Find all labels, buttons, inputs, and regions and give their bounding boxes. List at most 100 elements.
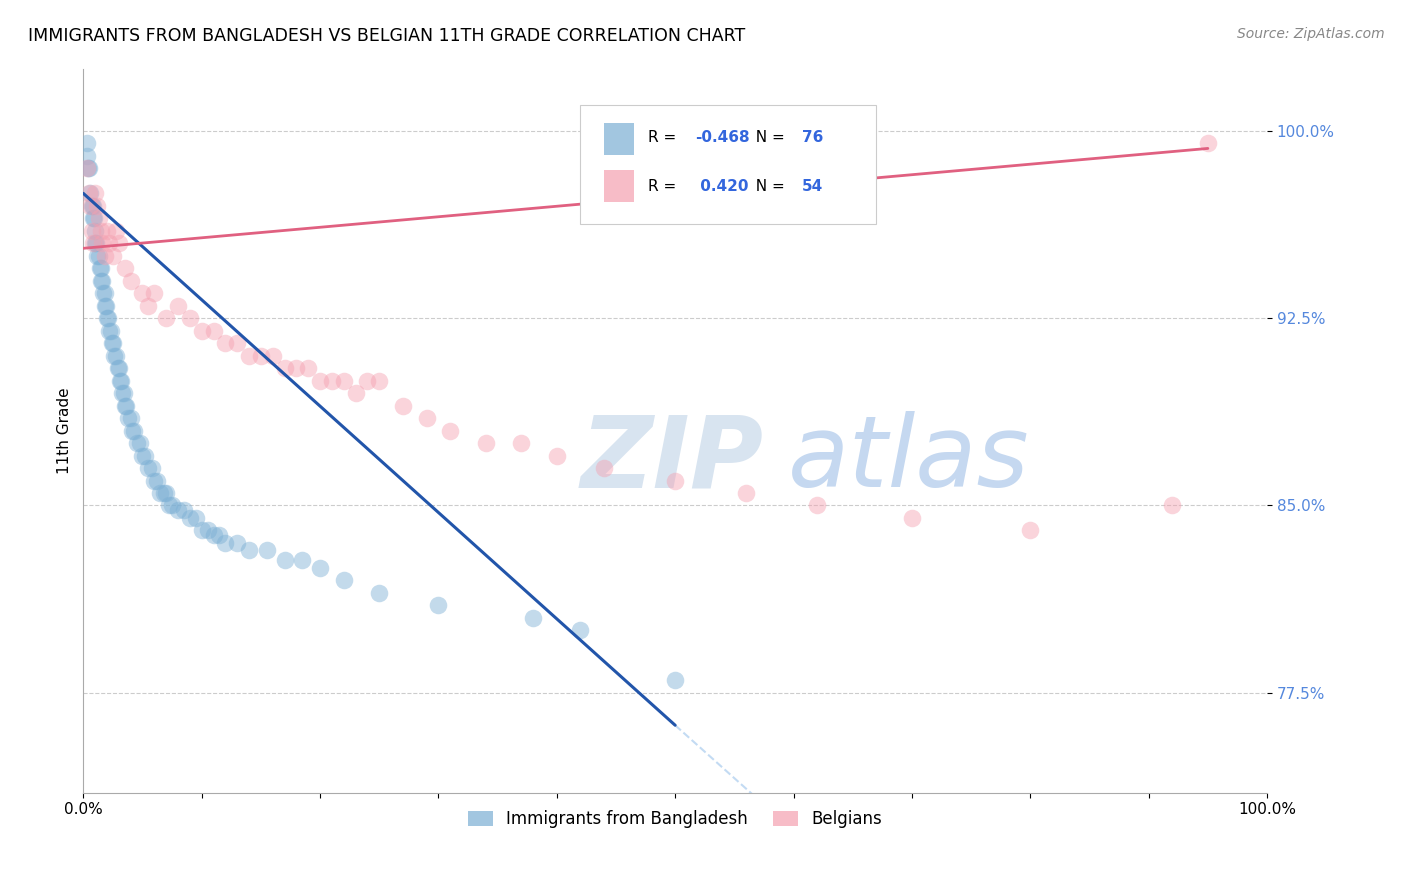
- Point: [86, 236, 108, 251]
- Point: [138, 299, 160, 313]
- Point: [122, 424, 145, 438]
- Point: [214, 336, 236, 351]
- Point: [91, 236, 114, 251]
- Point: [297, 361, 319, 376]
- Point: [546, 449, 568, 463]
- Point: [250, 349, 273, 363]
- Point: [256, 543, 278, 558]
- Point: [100, 336, 122, 351]
- Point: [90, 274, 112, 288]
- Bar: [605, 169, 634, 202]
- Point: [107, 236, 129, 251]
- Point: [108, 374, 131, 388]
- Point: [101, 249, 124, 263]
- Point: [202, 324, 225, 338]
- Point: [97, 311, 120, 326]
- Point: [93, 249, 115, 263]
- Point: [197, 524, 219, 538]
- Text: 54: 54: [801, 179, 823, 194]
- Point: [98, 324, 121, 338]
- Point: [94, 299, 117, 313]
- Point: [273, 553, 295, 567]
- Text: Source: ZipAtlas.com: Source: ZipAtlas.com: [1237, 27, 1385, 41]
- Point: [179, 511, 201, 525]
- Point: [427, 599, 450, 613]
- Point: [190, 324, 212, 338]
- Point: [91, 274, 114, 288]
- Point: [98, 236, 121, 251]
- Point: [76, 161, 98, 176]
- Point: [82, 199, 104, 213]
- Point: [510, 436, 533, 450]
- Point: [87, 211, 110, 226]
- Point: [93, 286, 115, 301]
- Point: [368, 374, 391, 388]
- Point: [179, 311, 201, 326]
- Point: [87, 249, 110, 263]
- Point: [82, 236, 104, 251]
- Bar: [605, 123, 634, 155]
- Text: atlas: atlas: [787, 411, 1029, 508]
- Point: [167, 299, 190, 313]
- Point: [664, 673, 686, 688]
- Point: [155, 486, 177, 500]
- Point: [356, 374, 378, 388]
- Point: [83, 211, 105, 226]
- Point: [143, 474, 166, 488]
- Point: [149, 486, 172, 500]
- Point: [120, 411, 142, 425]
- Point: [226, 336, 249, 351]
- Point: [84, 186, 107, 201]
- Point: [129, 436, 152, 450]
- Point: [100, 324, 122, 338]
- Point: [115, 399, 138, 413]
- Point: [103, 349, 125, 363]
- Point: [309, 561, 332, 575]
- Point: [86, 249, 108, 263]
- Point: [114, 399, 136, 413]
- Point: [134, 449, 156, 463]
- Point: [157, 499, 180, 513]
- Point: [415, 411, 437, 425]
- Point: [90, 261, 112, 276]
- Point: [143, 286, 166, 301]
- Point: [214, 536, 236, 550]
- Point: [82, 211, 104, 226]
- Point: [735, 486, 758, 500]
- Point: [664, 474, 686, 488]
- Point: [107, 361, 129, 376]
- Point: [208, 528, 231, 542]
- Point: [93, 299, 115, 313]
- Text: IMMIGRANTS FROM BANGLADESH VS BELGIAN 11TH GRADE CORRELATION CHART: IMMIGRANTS FROM BANGLADESH VS BELGIAN 11…: [28, 27, 745, 45]
- Point: [107, 361, 129, 376]
- Point: [76, 149, 98, 163]
- Point: [79, 186, 101, 201]
- Point: [167, 503, 190, 517]
- Point: [121, 424, 143, 438]
- Point: [1019, 524, 1042, 538]
- Point: [112, 386, 135, 401]
- Point: [76, 136, 98, 151]
- Point: [806, 499, 828, 513]
- Point: [344, 386, 367, 401]
- Point: [321, 374, 343, 388]
- Point: [173, 503, 195, 517]
- FancyBboxPatch shape: [581, 104, 876, 224]
- Point: [226, 536, 249, 550]
- Point: [474, 436, 496, 450]
- Point: [131, 286, 153, 301]
- Point: [96, 224, 118, 238]
- Point: [86, 199, 108, 213]
- Point: [89, 261, 111, 276]
- Point: [138, 461, 160, 475]
- Point: [80, 224, 103, 238]
- Point: [202, 528, 225, 542]
- Y-axis label: 11th Grade: 11th Grade: [58, 387, 72, 474]
- Point: [77, 161, 100, 176]
- Legend: Immigrants from Bangladesh, Belgians: Immigrants from Bangladesh, Belgians: [461, 804, 889, 835]
- Point: [152, 486, 174, 500]
- Point: [114, 261, 136, 276]
- Point: [1197, 136, 1219, 151]
- Point: [79, 199, 101, 213]
- Text: ZIP: ZIP: [581, 411, 763, 508]
